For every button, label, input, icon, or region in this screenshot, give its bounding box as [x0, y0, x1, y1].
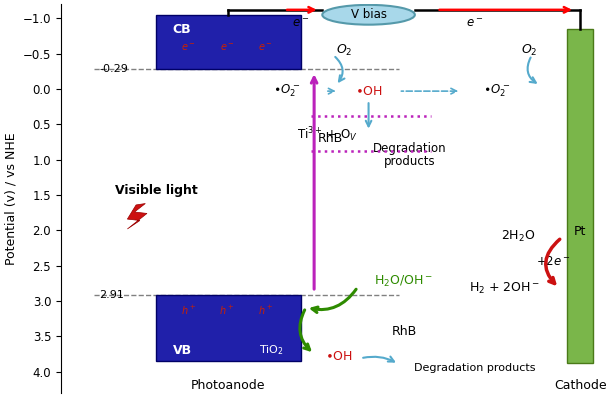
Text: Degradation products: Degradation products: [414, 363, 535, 373]
Text: 2.91: 2.91: [99, 290, 124, 300]
Text: $h^+$: $h^+$: [257, 304, 273, 317]
Y-axis label: Potential (v) / vs NHE: Potential (v) / vs NHE: [4, 132, 17, 265]
Text: $\bullet O_2^-$: $\bullet O_2^-$: [483, 83, 510, 99]
Text: 2H$_2$O: 2H$_2$O: [501, 229, 535, 244]
Text: $O_2$: $O_2$: [336, 43, 352, 58]
Text: $e^-$: $e^-$: [258, 42, 273, 53]
Text: $e^-$: $e^-$: [292, 17, 309, 30]
Text: Visible light: Visible light: [115, 184, 198, 197]
Text: $h^+$: $h^+$: [181, 304, 196, 317]
Bar: [156, 15, 300, 69]
Text: Photoanode: Photoanode: [191, 379, 266, 392]
Polygon shape: [127, 203, 147, 229]
Text: $e^-$: $e^-$: [466, 17, 483, 30]
Text: $e^-$: $e^-$: [182, 42, 196, 53]
Text: $O_2$: $O_2$: [521, 43, 537, 58]
Text: +2$e^-$: +2$e^-$: [536, 255, 571, 268]
Text: VB: VB: [173, 344, 192, 357]
Text: $h^+$: $h^+$: [219, 304, 235, 317]
Text: H$_2$ + 2OH$^-$: H$_2$ + 2OH$^-$: [469, 281, 540, 296]
Text: $\bullet$OH: $\bullet$OH: [325, 350, 352, 363]
Ellipse shape: [322, 5, 415, 25]
Bar: [567, 29, 594, 363]
Text: H$_2$O/OH$^-$: H$_2$O/OH$^-$: [374, 274, 433, 289]
Text: Ti$^{3+}$ + O$_V$: Ti$^{3+}$ + O$_V$: [297, 126, 358, 144]
Text: CB: CB: [173, 23, 191, 36]
Text: Pt: Pt: [574, 225, 586, 238]
Text: $\bullet O_2^-$: $\bullet O_2^-$: [273, 83, 300, 99]
Text: -0.29: -0.29: [99, 63, 128, 73]
Bar: [156, 295, 300, 361]
Text: $\bullet$OH: $\bullet$OH: [355, 85, 383, 98]
Text: V bias: V bias: [351, 8, 387, 21]
Text: products: products: [384, 155, 435, 168]
Text: TiO$_2$: TiO$_2$: [259, 344, 284, 358]
Text: RhB: RhB: [391, 325, 416, 338]
Text: Cathode: Cathode: [554, 379, 607, 392]
Text: RhB: RhB: [318, 132, 343, 145]
Text: $e^-$: $e^-$: [220, 42, 235, 53]
Text: Degradation: Degradation: [373, 142, 446, 155]
